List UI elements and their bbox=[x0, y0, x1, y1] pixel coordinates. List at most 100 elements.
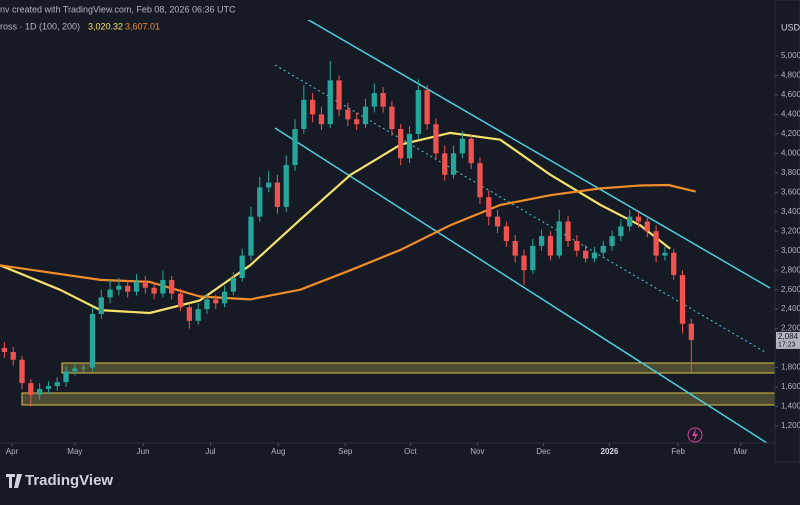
y-tick-label: 1,400 bbox=[781, 402, 800, 411]
price-axis bbox=[774, 0, 800, 463]
x-tick-label: Feb bbox=[671, 447, 685, 456]
candle-body bbox=[1, 348, 8, 352]
event-icon bbox=[687, 427, 703, 443]
candle-body bbox=[512, 240, 518, 256]
y-tick-label: 4,400 bbox=[781, 110, 800, 119]
y-tick-label: 2,200 bbox=[781, 324, 800, 333]
candle-body bbox=[662, 252, 668, 256]
y-tick-label: 1,800 bbox=[781, 363, 800, 372]
x-tick-label: Dec bbox=[536, 447, 550, 456]
moving-average bbox=[0, 183, 696, 301]
candle-body bbox=[583, 250, 589, 259]
candle-body bbox=[486, 197, 492, 217]
candle-body bbox=[63, 371, 69, 383]
candle-body bbox=[204, 299, 210, 310]
channel-midline bbox=[274, 64, 766, 353]
candle-body bbox=[538, 236, 545, 246]
candle-body bbox=[265, 182, 272, 188]
candle-body bbox=[574, 240, 580, 251]
candle-body bbox=[433, 124, 439, 154]
candle-body bbox=[36, 388, 43, 395]
y-tick-label: 3,000 bbox=[781, 246, 800, 255]
candle-body bbox=[679, 275, 686, 324]
countdown: 17:23 bbox=[778, 342, 796, 349]
candle-body bbox=[327, 80, 333, 125]
x-tick-label: Oct bbox=[404, 447, 417, 456]
y-tick-label: 3,600 bbox=[781, 187, 800, 196]
candle-body bbox=[442, 153, 448, 175]
candle-body bbox=[72, 368, 78, 372]
support-zone bbox=[21, 392, 775, 406]
y-tick-label: 4,800 bbox=[781, 71, 800, 80]
candle-body bbox=[10, 351, 16, 360]
last-price: 2,084 bbox=[778, 332, 799, 341]
x-tick-label: Nov bbox=[470, 447, 484, 456]
candle-body bbox=[160, 279, 166, 294]
moving-average bbox=[0, 131, 671, 315]
candle-body bbox=[195, 309, 201, 321]
candle-body bbox=[380, 93, 386, 107]
candle-body bbox=[362, 106, 369, 125]
y-tick-label: 4,200 bbox=[781, 129, 800, 138]
candle-body bbox=[81, 367, 87, 369]
last-price-box bbox=[776, 331, 800, 349]
candle-body bbox=[618, 226, 624, 237]
candle-body bbox=[186, 307, 192, 321]
candle-body bbox=[521, 255, 527, 271]
candle-body bbox=[116, 285, 122, 290]
x-tick-label: 2026 bbox=[601, 447, 619, 456]
candle-body bbox=[644, 221, 650, 232]
support-zone bbox=[61, 362, 775, 374]
y-tick-label: 2,600 bbox=[781, 285, 800, 294]
plot-area bbox=[0, 20, 775, 443]
candle-body bbox=[257, 187, 263, 217]
candle-body bbox=[468, 138, 474, 164]
candle-body bbox=[169, 279, 175, 294]
candle-body bbox=[177, 293, 184, 308]
legend-value: 3,607.01 bbox=[125, 21, 160, 31]
header: nv created with TradingView.com, Feb 08,… bbox=[0, 4, 236, 14]
candle-body bbox=[142, 281, 148, 288]
candle-body bbox=[406, 133, 413, 159]
candle-body bbox=[54, 382, 60, 387]
y-tick-label: 1,200 bbox=[781, 421, 800, 430]
candle-body bbox=[151, 287, 157, 294]
candle-body bbox=[45, 386, 52, 389]
candle-body bbox=[89, 314, 96, 368]
candle-body bbox=[310, 99, 316, 115]
candle-body bbox=[125, 285, 131, 292]
candle-body bbox=[600, 245, 606, 253]
candle-body bbox=[556, 221, 562, 256]
y-tick-label: 2,800 bbox=[781, 265, 800, 274]
candle-body bbox=[133, 281, 140, 292]
y-tick-label: 3,400 bbox=[781, 207, 800, 216]
x-tick-label: Apr bbox=[6, 447, 19, 456]
candle-body bbox=[389, 106, 395, 130]
y-tick-label: 3,200 bbox=[781, 226, 800, 235]
candle-body bbox=[547, 236, 554, 256]
candle-body bbox=[477, 163, 483, 198]
candle-body bbox=[398, 129, 404, 159]
candle-body bbox=[627, 216, 633, 227]
candle-body bbox=[107, 289, 113, 298]
candle-body bbox=[671, 252, 677, 276]
x-tick-label: Jul bbox=[205, 447, 215, 456]
y-tick-label: 5,000 bbox=[781, 51, 800, 60]
y-tick-label: 4,000 bbox=[781, 148, 800, 157]
candle-body bbox=[274, 182, 281, 207]
candle-body bbox=[19, 359, 25, 384]
brand-logo bbox=[6, 474, 22, 488]
candle-body bbox=[336, 80, 342, 110]
y-tick-label: 3,800 bbox=[781, 168, 800, 177]
candle-body bbox=[318, 114, 325, 125]
candle-body bbox=[503, 226, 510, 241]
candle-body bbox=[565, 221, 571, 241]
currency: USD bbox=[781, 22, 800, 32]
candle-body bbox=[230, 277, 237, 292]
candle-body bbox=[28, 383, 34, 395]
candle-body bbox=[459, 138, 465, 154]
candle-body bbox=[653, 231, 659, 256]
y-tick-label: 4,600 bbox=[781, 90, 800, 99]
y-tick-label: 1,600 bbox=[781, 382, 800, 391]
